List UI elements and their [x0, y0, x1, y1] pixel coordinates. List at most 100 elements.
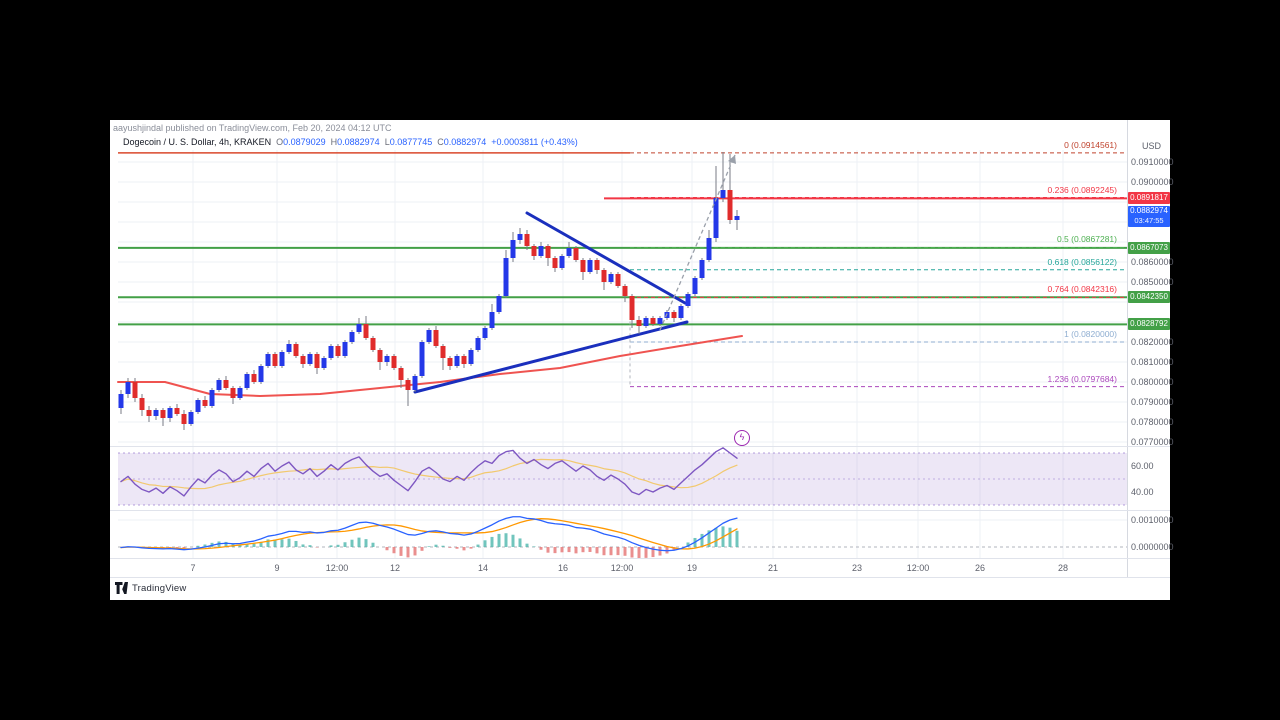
candle-body: [482, 328, 488, 338]
price-tick-label: 0.0860000: [1131, 257, 1174, 267]
macd-histogram-bar: [364, 539, 368, 547]
macd-histogram-bar: [385, 547, 389, 551]
macd-histogram-bar: [616, 547, 620, 556]
macd-histogram-bar: [469, 547, 473, 549]
candle-body: [454, 356, 460, 366]
ohlc-values: O0.0879029 H0.0882974 L0.0877745 C0.0882974: [271, 137, 486, 147]
macd-histogram-bar: [623, 547, 627, 556]
fib-level-label-1.236: 1.236 (0.0797684): [1047, 373, 1117, 384]
candle-body: [391, 356, 397, 368]
footer-brand[interactable]: TradingView: [115, 582, 186, 594]
price-tick-label: 0.0820000: [1131, 337, 1174, 347]
candle-body: [356, 324, 362, 332]
price-axis-separator: [1127, 120, 1128, 578]
ohlc-value: 0.0882974: [443, 137, 487, 147]
idea-flash-marker[interactable]: ϟ: [734, 430, 750, 446]
time-tick-label: 12:00: [906, 563, 930, 573]
macd-histogram-bar: [266, 539, 270, 547]
change-value: +0.0003811 (+0.43%): [491, 137, 578, 147]
candle-body: [440, 346, 446, 358]
descending-trendline: [525, 211, 687, 305]
support-price-tag-1: 0.0867073: [1128, 241, 1170, 254]
macd-histogram-bar: [553, 547, 557, 554]
macd-histogram-bar: [371, 542, 375, 547]
candle-body: [433, 330, 439, 346]
tradingview-logo-icon: [115, 582, 128, 594]
time-axis-separator: [110, 558, 1170, 559]
macd-histogram-bar: [581, 547, 585, 553]
macd-histogram-bar: [455, 547, 459, 549]
candle-body: [545, 246, 551, 258]
fib-level-label-1: 1 (0.0820000): [1064, 329, 1117, 339]
candle-body: [265, 354, 271, 366]
price-tick-label: 0.0910000: [1131, 157, 1174, 167]
candle-body: [195, 400, 201, 412]
candle-body: [699, 260, 705, 278]
macd-histogram-bar: [672, 547, 676, 551]
candle-body: [727, 190, 733, 220]
candle-body: [468, 350, 474, 364]
price-tick-label: 0.0810000: [1131, 357, 1174, 367]
macd-histogram-bar: [735, 530, 739, 547]
candle-body: [419, 342, 425, 376]
candle-body: [594, 260, 600, 270]
time-tick-label: 7: [190, 563, 196, 573]
candle-body: [216, 380, 222, 390]
price-tick-label: 0.0780000: [1131, 417, 1174, 427]
ohlc-value: 0.0877745: [389, 137, 433, 147]
candle-body: [405, 380, 411, 390]
macd-histogram-bar: [462, 547, 466, 551]
macd-histogram-bar: [588, 547, 592, 552]
candle-body: [713, 198, 719, 238]
macd-histogram-bar: [504, 533, 508, 547]
macd-histogram-bar: [700, 533, 704, 547]
candle-body: [342, 342, 348, 356]
candle-body: [258, 366, 264, 382]
candle-body: [328, 346, 334, 358]
candle-body: [300, 356, 306, 364]
macd-histogram-bar: [238, 544, 242, 547]
macd-histogram-bar: [273, 539, 277, 547]
macd-histogram-bar: [420, 547, 424, 551]
candle-body: [734, 216, 740, 220]
candle-body: [615, 274, 621, 286]
candle-body: [202, 400, 208, 406]
macd-histogram-bar: [336, 544, 340, 547]
support-price-tag-2: 0.0842350: [1128, 291, 1170, 304]
macd-histogram-bar: [294, 540, 298, 547]
candle-body: [251, 374, 257, 382]
candle-body: [517, 234, 523, 240]
candle-body: [552, 258, 558, 268]
candle-body: [678, 306, 684, 318]
time-tick-label: 12: [389, 563, 401, 573]
candle-body: [412, 376, 418, 390]
fib-level-label-0.236: 0.236 (0.0892245): [1047, 184, 1117, 195]
last-price-tag: 0.0882974 03:47:55: [1128, 205, 1170, 227]
candle-body: [174, 408, 180, 414]
candle-body: [272, 354, 278, 366]
price-tick-label: 0.0900000: [1131, 177, 1174, 187]
macd-histogram-bar: [609, 547, 613, 556]
macd-histogram-bar: [651, 547, 655, 558]
macd-histogram-bar: [399, 547, 403, 556]
macd-histogram-bar: [644, 547, 648, 558]
candle-body: [496, 296, 502, 312]
pane-separator-rsi: [110, 446, 1170, 447]
candle-body: [489, 312, 495, 328]
candle-body: [531, 246, 537, 256]
chart-canvas[interactable]: [110, 120, 1170, 600]
price-tick-label: 0.0770000: [1131, 437, 1174, 447]
candle-body: [587, 260, 593, 272]
macd-histogram-bar: [560, 547, 564, 553]
candle-body: [538, 246, 544, 256]
candle-body: [363, 324, 369, 338]
candle-body: [566, 248, 572, 256]
candle-body: [321, 358, 327, 368]
macd-histogram-bar: [329, 545, 333, 547]
symbol-title: Dogecoin / U. S. Dollar, 4h, KRAKEN: [123, 137, 272, 147]
candle-body: [671, 312, 677, 318]
macd-histogram-bar: [511, 534, 515, 547]
price-tick-label: 0.0800000: [1131, 377, 1174, 387]
ascending-trendline: [413, 320, 689, 394]
ohlc-value: 0.0879029: [283, 137, 326, 147]
